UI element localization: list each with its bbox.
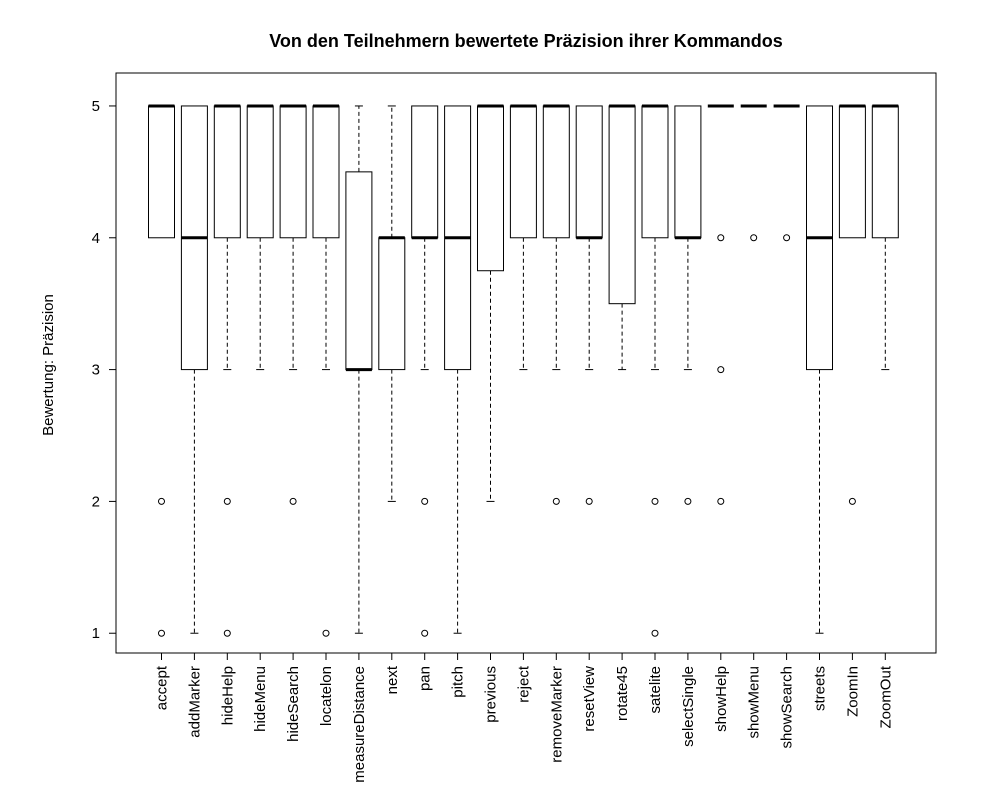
y-tick-label: 2 xyxy=(92,493,100,510)
box-reject xyxy=(509,104,537,371)
x-category-label: rotate45 xyxy=(614,666,631,721)
x-category-label: resetView xyxy=(581,666,598,732)
box-iqr xyxy=(542,105,570,239)
box-pan xyxy=(411,105,439,637)
outlier-point xyxy=(717,497,725,505)
box-iqr xyxy=(674,105,702,239)
x-category-label: pan xyxy=(417,666,434,691)
box-streets xyxy=(806,105,833,634)
box-iqr xyxy=(312,105,340,239)
box-showMenu xyxy=(740,104,767,242)
box-iqr xyxy=(148,105,175,239)
box-iqr xyxy=(608,105,636,305)
outlier-point xyxy=(158,497,165,505)
outlier-point xyxy=(585,497,593,505)
box-resetView xyxy=(575,105,603,505)
x-category-label: locatelon xyxy=(318,666,335,726)
box-hideMenu xyxy=(246,104,274,371)
outlier-point xyxy=(783,234,791,242)
outlier-point xyxy=(651,629,659,637)
box-rotate45 xyxy=(608,104,636,371)
x-category-label: removeMarker xyxy=(548,666,565,763)
x-category-label: streets xyxy=(812,666,829,711)
outlier-point xyxy=(421,497,429,505)
box-satelite xyxy=(641,104,669,637)
boxes-group xyxy=(148,104,899,637)
box-iqr xyxy=(509,105,537,239)
box-next xyxy=(378,105,406,502)
outlier-point xyxy=(848,497,856,505)
x-category-label: showHelp xyxy=(713,666,730,732)
y-axis: 1 2 3 4 5 xyxy=(92,98,117,642)
box-iqr xyxy=(345,171,373,371)
outlier-point xyxy=(223,629,231,637)
y-axis-label: Bewertung: Präzision xyxy=(40,294,57,436)
box-selectSingle xyxy=(674,105,702,505)
box-ZoomIn xyxy=(838,104,866,505)
box-iqr xyxy=(246,105,274,239)
x-category-label: next xyxy=(384,665,401,694)
outlier-point xyxy=(158,629,165,637)
x-axis: accept addMarker hideHelp hideMenu hideSearc… xyxy=(154,652,894,783)
x-category-label: ZoomIn xyxy=(844,666,861,717)
box-hideSearch xyxy=(279,104,307,505)
box-iqr xyxy=(838,105,866,239)
x-category-label: addMarker xyxy=(186,666,203,738)
box-showHelp xyxy=(707,104,734,505)
y-tick-label: 5 xyxy=(92,98,100,115)
x-category-label: showMenu xyxy=(746,666,763,739)
x-category-label: showSearch xyxy=(779,666,796,749)
box-iqr xyxy=(378,237,406,371)
outlier-point xyxy=(750,234,758,242)
box-showSearch xyxy=(773,104,800,242)
x-category-label: accept xyxy=(154,665,171,710)
box-removeMarker xyxy=(542,104,570,505)
box-locatelon xyxy=(312,104,340,637)
box-iqr xyxy=(279,105,307,239)
outlier-point xyxy=(421,629,429,637)
x-category-label: reject xyxy=(515,665,532,703)
box-previous xyxy=(477,104,504,502)
y-tick-label: 1 xyxy=(92,625,100,642)
x-category-label: satelite xyxy=(647,666,664,714)
x-category-label: hideMenu xyxy=(252,666,269,732)
x-category-label: hideHelp xyxy=(219,666,236,725)
box-addMarker xyxy=(180,105,208,634)
outlier-point xyxy=(651,497,659,505)
box-iqr xyxy=(575,105,603,239)
box-pitch xyxy=(444,105,472,634)
outlier-point xyxy=(289,497,297,505)
x-category-label: pitch xyxy=(450,666,467,698)
outlier-point xyxy=(223,497,231,505)
x-category-label: ZoomOut xyxy=(877,665,894,728)
x-category-label: measureDistance xyxy=(351,666,368,783)
box-iqr xyxy=(213,105,241,239)
box-iqr xyxy=(871,105,899,239)
outlier-point xyxy=(322,629,330,637)
x-category-label: selectSingle xyxy=(680,666,697,747)
box-iqr xyxy=(641,105,669,239)
y-tick-label: 3 xyxy=(92,362,100,379)
box-ZoomOut xyxy=(871,104,899,371)
box-iqr xyxy=(411,105,439,239)
box-measureDistance xyxy=(345,105,373,634)
outlier-point xyxy=(684,497,692,505)
outlier-point xyxy=(552,497,560,505)
outlier-point xyxy=(717,234,725,242)
outlier-point xyxy=(717,366,725,374)
box-iqr xyxy=(477,105,504,272)
x-category-label: previous xyxy=(483,666,500,723)
y-tick-label: 4 xyxy=(92,230,100,247)
box-accept xyxy=(148,104,175,637)
chart-title: Von den Teilnehmern bewertete Präzision … xyxy=(269,31,782,51)
x-category-label: hideSearch xyxy=(285,666,302,742)
box-hideHelp xyxy=(213,104,241,637)
